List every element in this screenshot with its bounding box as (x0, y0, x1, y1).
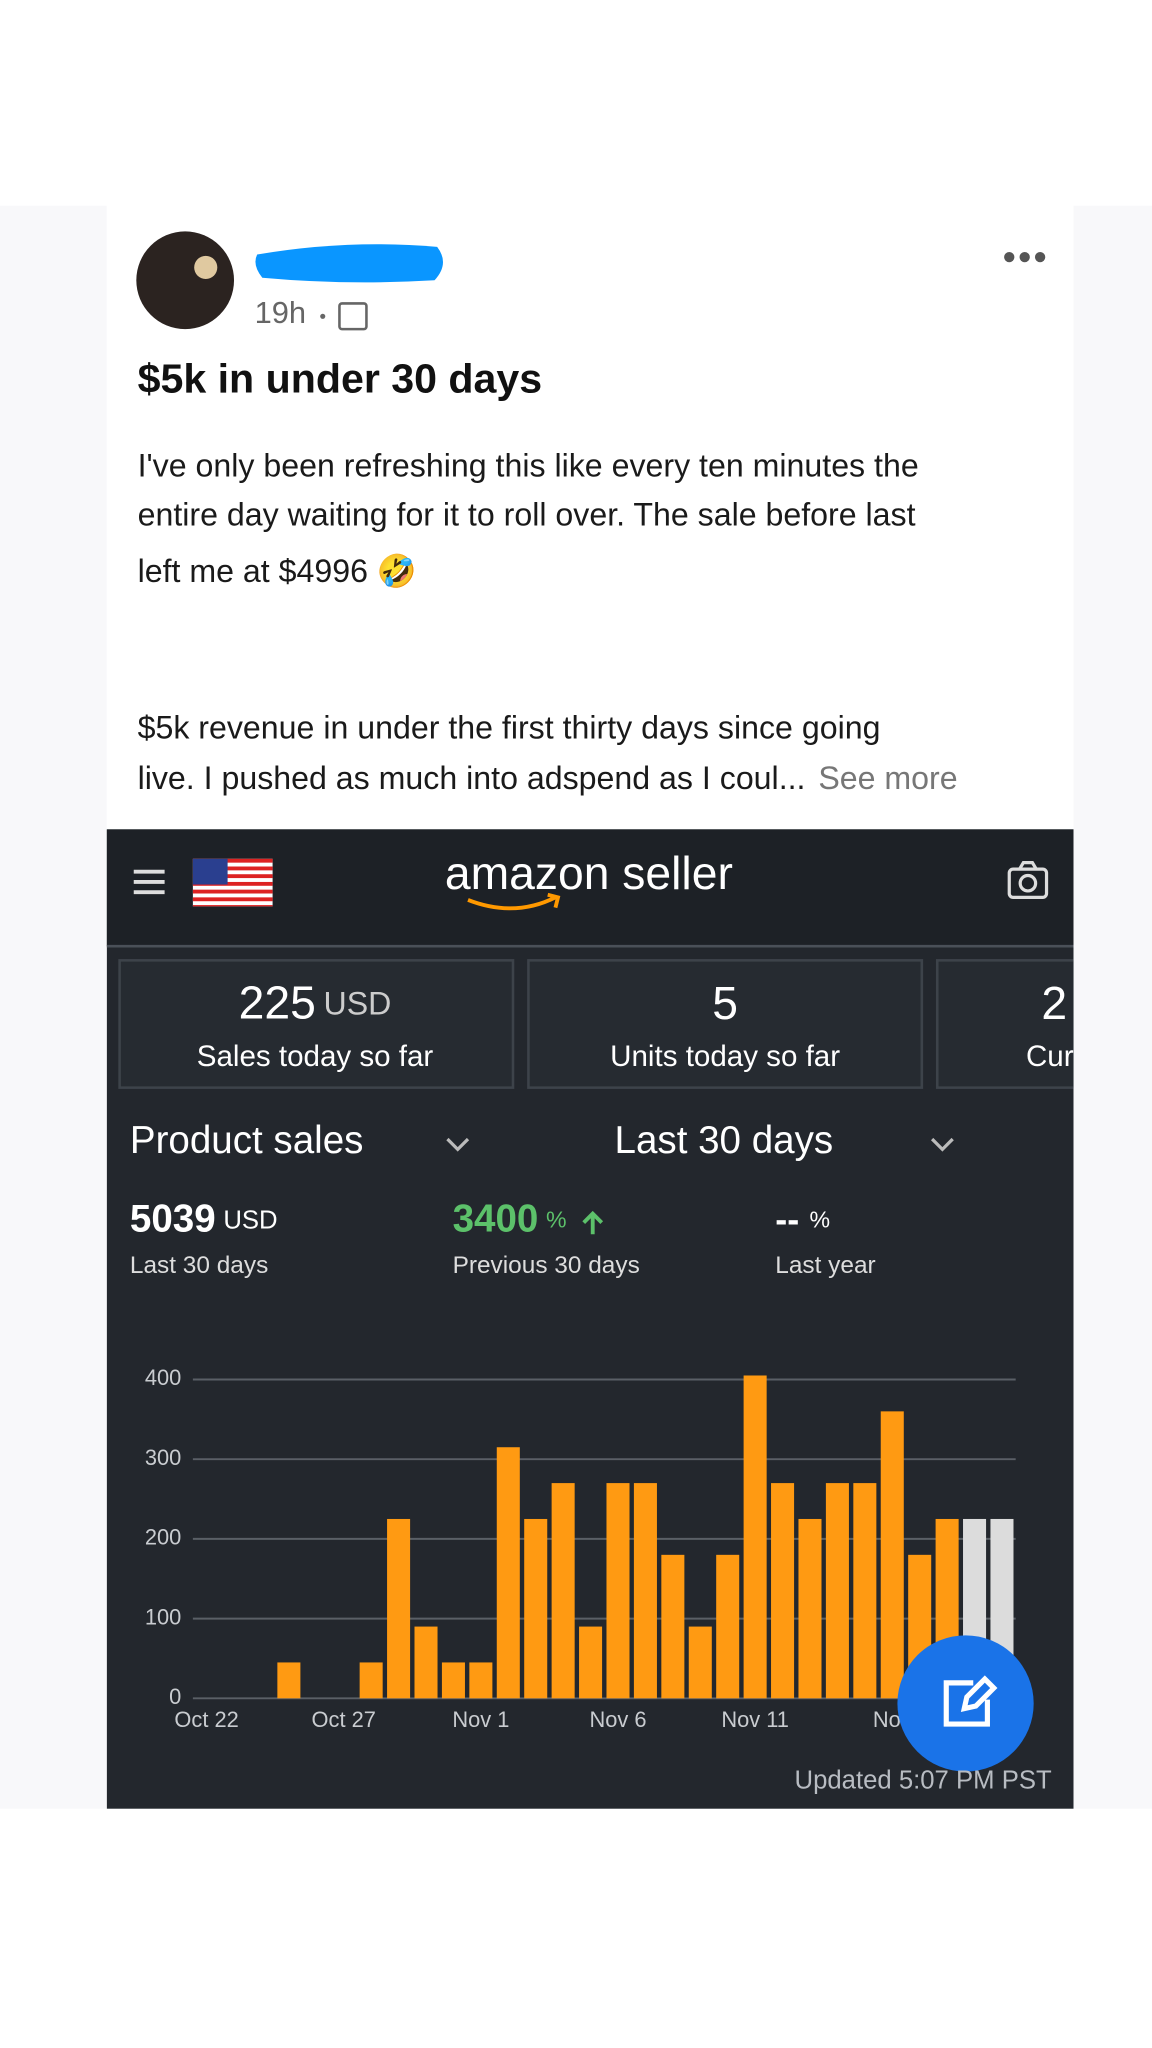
card-label: Sales today so far (197, 1040, 434, 1073)
range-select[interactable]: Last 30 days (615, 1119, 834, 1162)
menu-icon[interactable] (133, 869, 165, 895)
post-body: left me at $4996 🤣 (138, 552, 417, 592)
y-tick-label: 300 (145, 1445, 181, 1470)
value: 5039 (130, 1198, 216, 1241)
card-label: Cur (1026, 1040, 1074, 1073)
y-tick-label: 100 (145, 1604, 181, 1629)
y-tick-label: 200 (145, 1525, 181, 1550)
value: -- (775, 1198, 799, 1239)
unit: % (546, 1206, 567, 1232)
unit: USD (223, 1206, 277, 1234)
logo-smile (467, 892, 561, 911)
metric-select[interactable]: Product sales (130, 1119, 364, 1162)
unit: % (810, 1206, 831, 1232)
post-body: entire day waiting for it to roll over. … (138, 496, 916, 532)
bar (880, 1411, 904, 1699)
stat-label: Last 30 days (130, 1252, 268, 1279)
bar (579, 1626, 603, 1699)
x-tick-label: Oct 22 (174, 1707, 238, 1732)
stat-value: 3400% (453, 1198, 567, 1241)
audience-icon (338, 302, 368, 331)
stat-label: Last year (775, 1252, 875, 1279)
bar (798, 1518, 822, 1699)
side (0, 205, 107, 1809)
y-tick-label: 400 (145, 1365, 181, 1390)
bar (688, 1626, 712, 1699)
bar (414, 1626, 438, 1699)
value: 225 (239, 977, 316, 1029)
card-value: 5 (712, 977, 738, 1029)
bar (441, 1662, 465, 1699)
post-title: $5k in under 30 days (138, 356, 543, 402)
screenshot: amazon seller 225 USD Sales today so far … (106, 829, 1074, 1809)
card-label: Units today so far (610, 1040, 840, 1073)
bar (606, 1483, 630, 1699)
flag (192, 858, 273, 907)
y-tick-label: 0 (169, 1684, 181, 1709)
card: 5 Units today so far (527, 959, 924, 1089)
post-body: live. I pushed as much into adspend as I… (138, 760, 806, 796)
app-logo: amazon seller (445, 847, 733, 899)
edit-icon (943, 1675, 998, 1727)
stat-value: --% (775, 1198, 830, 1239)
bar (716, 1554, 740, 1699)
chevron (446, 1137, 470, 1152)
dot (320, 313, 326, 319)
x-tick-label: Oct 27 (312, 1707, 376, 1732)
bar (633, 1483, 657, 1699)
footer-space (0, 1808, 1152, 2048)
avatar[interactable] (136, 231, 235, 330)
bar (661, 1554, 685, 1699)
post-body: I've only been refreshing this like ever… (138, 447, 919, 483)
updated-note: Updated 5:07 PM PST (795, 1767, 1052, 1795)
bar (771, 1483, 795, 1699)
bar (387, 1518, 411, 1699)
bar (825, 1483, 849, 1699)
card-value: 2 (1041, 977, 1067, 1029)
bar (469, 1662, 493, 1699)
stat-label: Previous 30 days (453, 1252, 640, 1279)
redaction (255, 244, 443, 283)
card: 2 Cur (935, 959, 1074, 1089)
x-tick-label: Nov 1 (452, 1707, 509, 1732)
bar (551, 1483, 575, 1699)
camera-icon[interactable] (1007, 861, 1049, 899)
unit: USD (324, 986, 392, 1022)
post-body: $5k revenue in under the first thirty da… (138, 710, 881, 746)
bar (277, 1662, 301, 1699)
see-more[interactable]: See more (818, 760, 957, 796)
post-time: 19h (255, 295, 306, 330)
bar (496, 1447, 520, 1699)
up-arrow (582, 1210, 604, 1235)
bar (743, 1375, 767, 1699)
side (1073, 205, 1152, 1809)
card: 225 USD Sales today so far (118, 959, 515, 1089)
bar (853, 1483, 877, 1699)
card-value: 225 USD (239, 977, 392, 1029)
chevron (930, 1137, 954, 1152)
avatar-detail (194, 255, 218, 279)
x-tick-label: Nov 11 (721, 1707, 789, 1732)
stat-value: 5039 USD (130, 1198, 278, 1241)
more-button[interactable] (1004, 251, 1046, 263)
x-tick-label: Nov 6 (589, 1707, 646, 1732)
bar (359, 1662, 383, 1699)
value: 3400 (453, 1198, 539, 1241)
bar (524, 1518, 548, 1699)
